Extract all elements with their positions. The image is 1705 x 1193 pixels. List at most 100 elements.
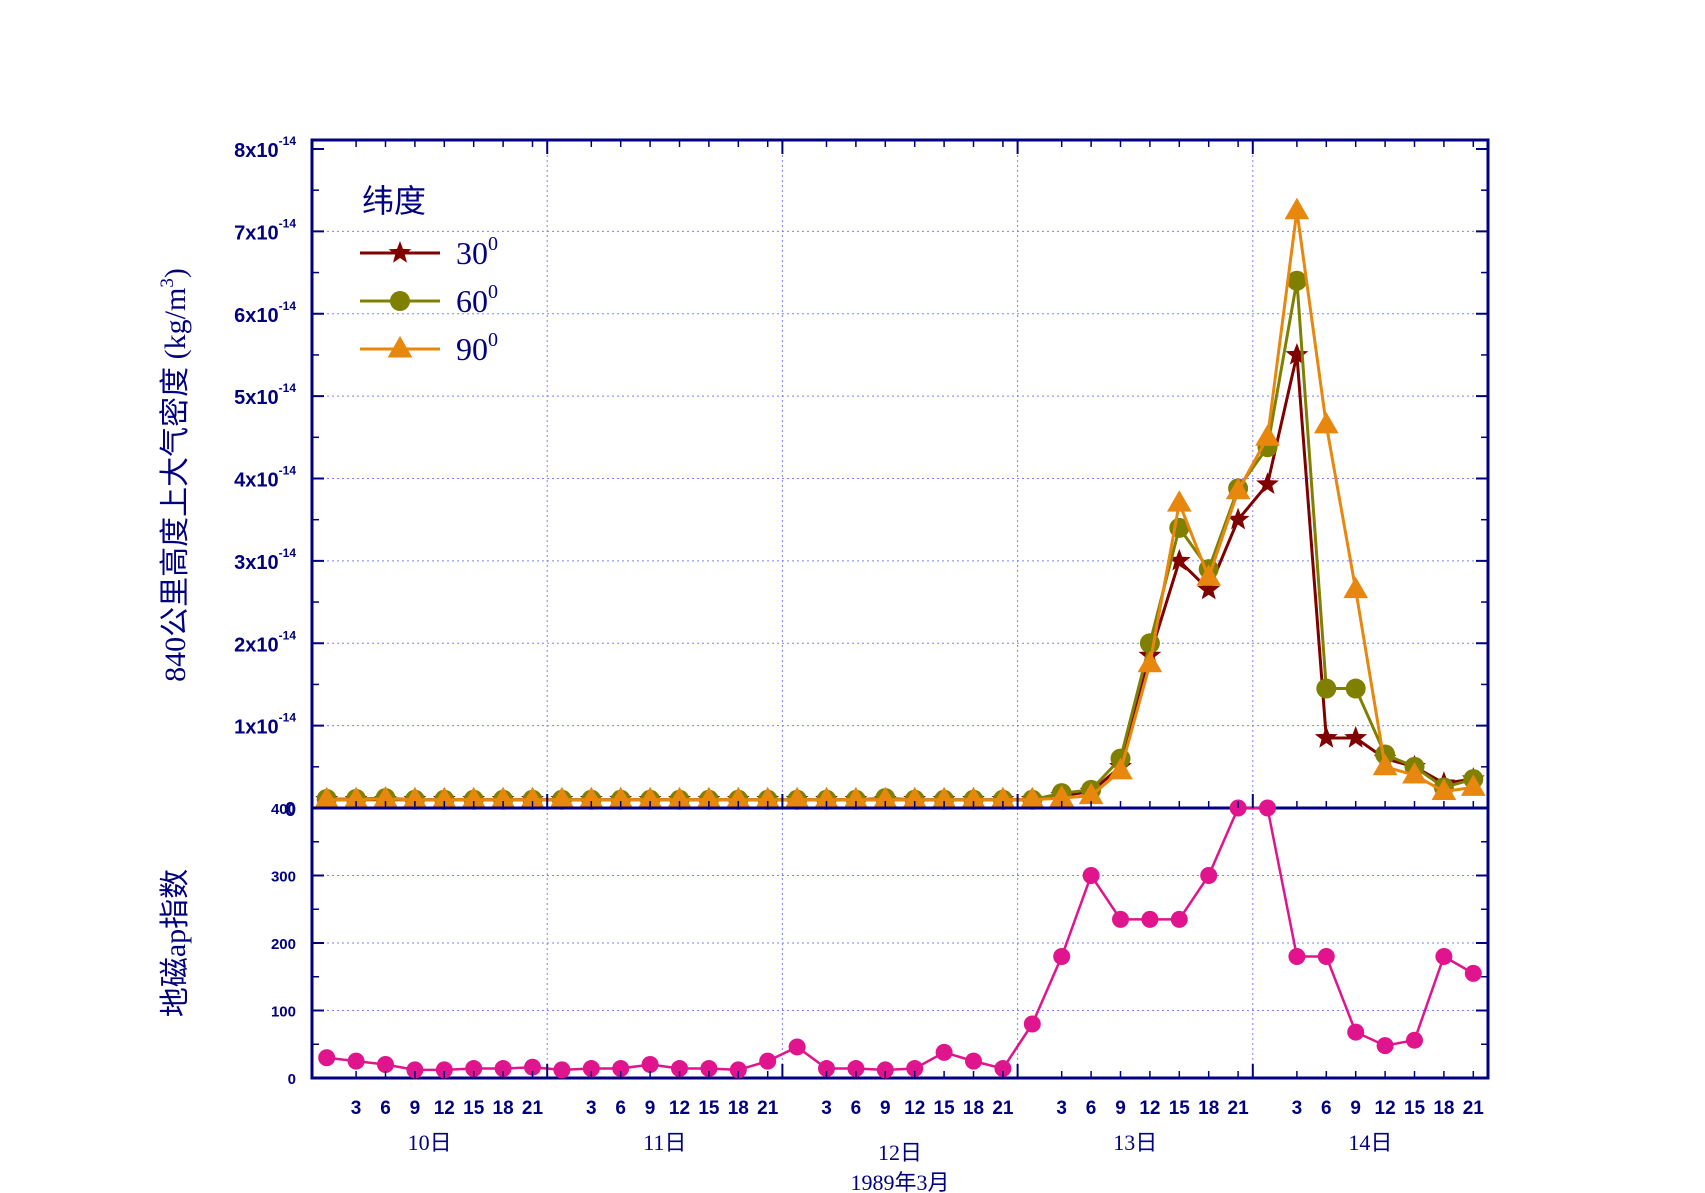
x-tick-label: 18 — [728, 1098, 749, 1119]
data-point — [931, 786, 957, 809]
x-tick-label: 3 — [821, 1098, 832, 1119]
y-tick-label: 400 — [271, 801, 296, 818]
data-point — [612, 1060, 630, 1078]
y-tick-label: 0 — [288, 1071, 296, 1088]
data-point — [1316, 678, 1337, 699]
data-point — [1053, 948, 1071, 965]
data-point — [847, 1060, 865, 1078]
data-point — [431, 786, 457, 809]
data-point — [990, 786, 1016, 809]
data-point — [553, 1061, 571, 1079]
x-tick-label: 6 — [1086, 1098, 1097, 1119]
series-30 — [315, 342, 1485, 810]
series-line — [326, 354, 1474, 802]
data-point — [1225, 477, 1251, 500]
data-point — [582, 1060, 600, 1078]
legend: 纬度 300 600 900 — [360, 183, 498, 367]
axis-titles: 840公里高度上大气密度 (kg/m3) 地磁ap指数 — [157, 268, 192, 1017]
data-point — [994, 1060, 1012, 1078]
y-tick-label: 300 — [271, 869, 296, 886]
x-axis-title: 1989年3月 — [850, 1170, 949, 1193]
y-tick-label: 100 — [271, 1004, 296, 1021]
data-point — [637, 786, 663, 809]
series-ap-index — [318, 799, 1482, 1079]
x-tick-label: 12 — [904, 1098, 925, 1119]
data-point — [784, 786, 810, 809]
ap-index-panel: 0 100 200 300 400 — [271, 799, 1490, 1088]
data-point — [608, 786, 634, 809]
data-point — [1344, 725, 1368, 748]
data-point — [843, 786, 869, 809]
x-tick-label: 21 — [1463, 1098, 1485, 1119]
data-point — [1108, 757, 1133, 780]
data-point — [788, 1038, 806, 1056]
data-point — [729, 1061, 747, 1079]
x-tick-label: 18 — [1433, 1098, 1454, 1119]
x-tick-label: 9 — [880, 1098, 891, 1119]
data-point — [1112, 910, 1129, 928]
data-point — [700, 1060, 718, 1078]
legend-title: 纬度 — [362, 183, 426, 219]
x-tick-label: 21 — [1228, 1098, 1250, 1119]
data-point — [902, 786, 928, 809]
data-point — [755, 786, 781, 809]
data-point — [1285, 342, 1309, 365]
data-point — [1288, 948, 1306, 965]
x-tick-label: 21 — [522, 1098, 544, 1119]
data-point — [1166, 490, 1192, 512]
data-point — [377, 1056, 394, 1073]
series-line — [326, 806, 1474, 1072]
x-tick-label: 18 — [493, 1098, 514, 1119]
x-tick-label: 12 — [434, 1098, 455, 1119]
data-point — [671, 1060, 688, 1078]
data-point — [1078, 782, 1104, 805]
x-tick-label: 15 — [934, 1098, 956, 1119]
x-tick-label: 18 — [963, 1098, 984, 1119]
x-tick-label: 3 — [1056, 1098, 1067, 1119]
data-point — [1376, 1037, 1394, 1055]
y-axis-title-bottom: 地磁ap指数 — [159, 869, 192, 1017]
data-point — [1167, 548, 1191, 571]
data-point — [1402, 762, 1427, 784]
data-point — [1049, 785, 1075, 807]
series-line — [326, 280, 1474, 802]
x-tick-label: 18 — [1198, 1098, 1219, 1119]
data-point — [1317, 948, 1335, 965]
y-tick-label: 3x10-14 — [234, 546, 296, 574]
data-point — [876, 1061, 894, 1079]
data-point — [1284, 197, 1310, 220]
series-line — [326, 210, 1474, 802]
data-point — [1345, 678, 1366, 699]
x-tick-label: 15 — [1169, 1098, 1191, 1119]
y-tick-label: 1x10-14 — [234, 711, 296, 739]
data-point — [1023, 1015, 1041, 1033]
legend-swatch-marker — [390, 291, 410, 311]
data-point — [314, 786, 340, 809]
data-point — [1137, 650, 1163, 673]
data-point — [906, 1060, 924, 1078]
data-point — [520, 786, 545, 809]
data-point — [1255, 424, 1280, 446]
series-90 — [314, 197, 1486, 809]
x-tick-label: 15 — [1404, 1098, 1426, 1119]
y-tick-label: 200 — [271, 936, 296, 953]
data-point — [1314, 725, 1338, 748]
day-label: 13日 — [1113, 1130, 1157, 1155]
data-point — [1197, 577, 1221, 600]
data-point — [549, 786, 575, 809]
y-tick-label: 5x10-14 — [234, 381, 296, 409]
data-point — [347, 1052, 365, 1070]
data-point — [402, 786, 428, 809]
legend-label: 900 — [456, 329, 498, 367]
y-tick-label: 2x10-14 — [234, 628, 296, 656]
data-point — [1460, 774, 1486, 796]
x-tick-label: 9 — [1115, 1098, 1126, 1119]
legend-swatch-marker — [387, 336, 413, 358]
data-point — [1256, 472, 1279, 494]
data-point — [1406, 1031, 1423, 1049]
legend-label: 600 — [456, 281, 498, 319]
data-point — [1141, 910, 1159, 928]
x-tick-label: 3 — [586, 1098, 597, 1119]
x-tick-label: 9 — [1350, 1098, 1361, 1119]
